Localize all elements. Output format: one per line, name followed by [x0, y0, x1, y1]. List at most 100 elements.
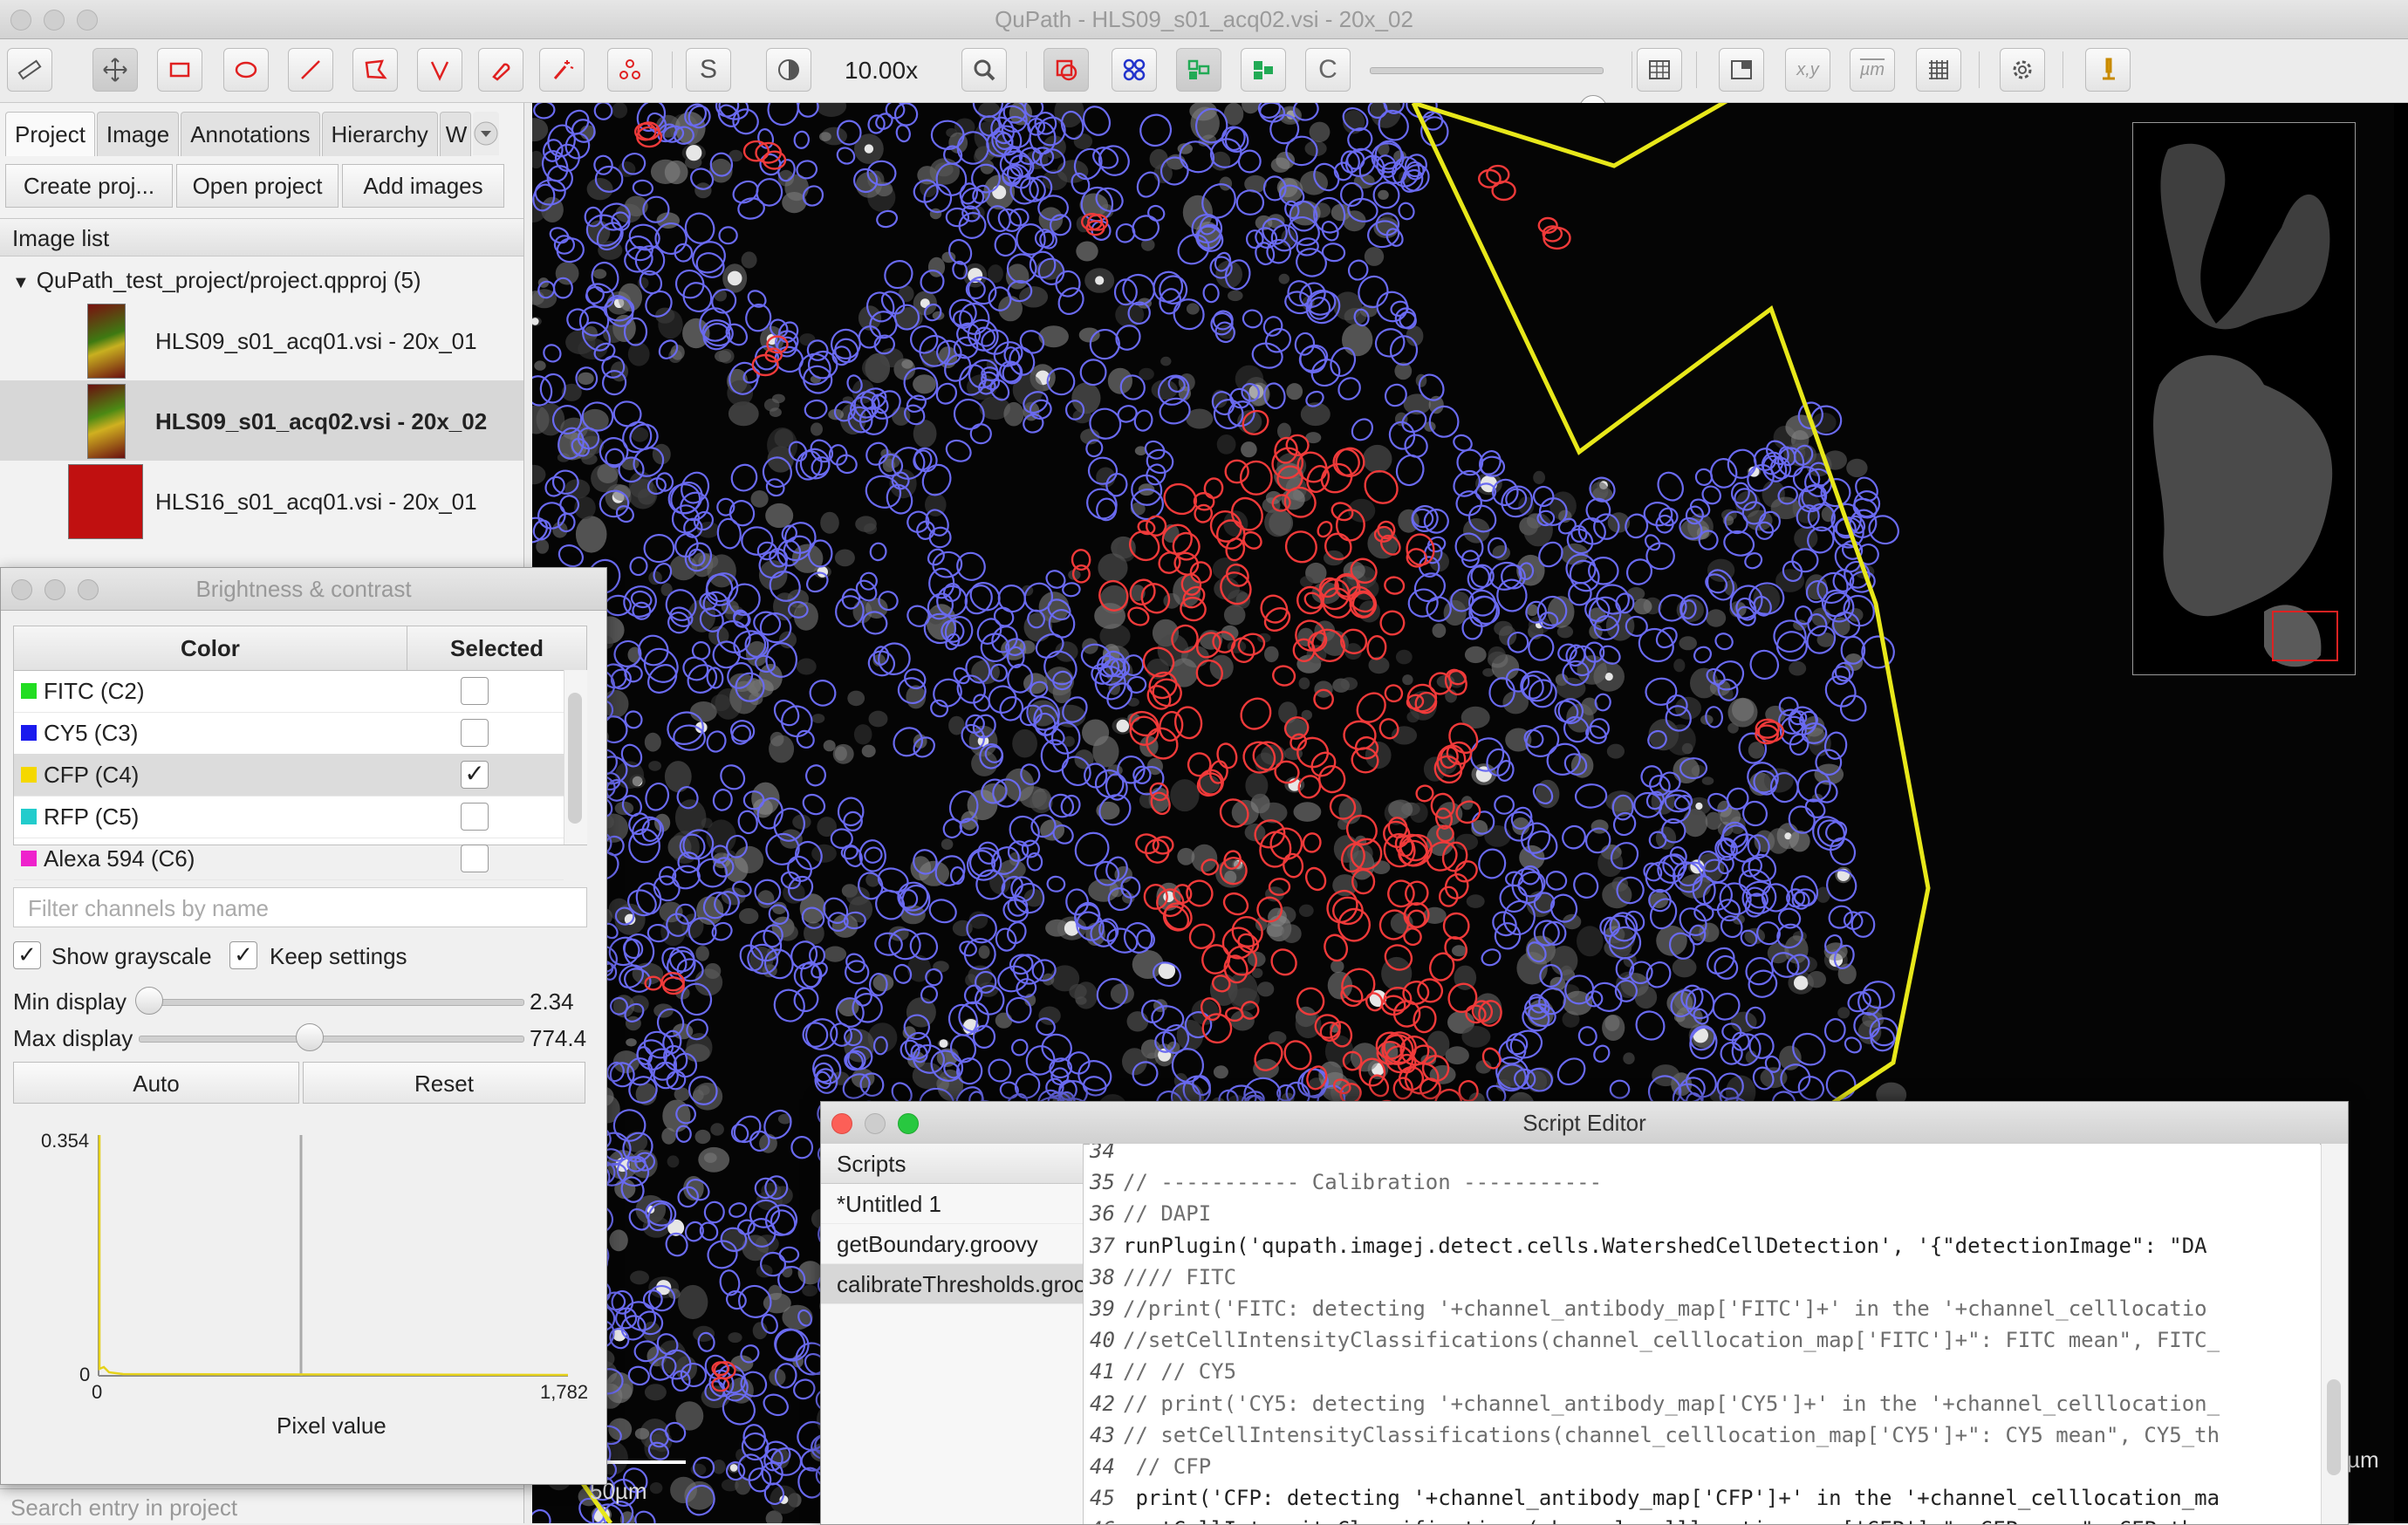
- column-color[interactable]: Color: [14, 626, 407, 671]
- move-tool-button[interactable]: [92, 48, 138, 92]
- channel-selected-checkbox[interactable]: [461, 803, 489, 831]
- measure-tool-button[interactable]: [7, 48, 52, 92]
- code-line: 46 setCellIntensityClassifications(chann…: [1090, 1515, 2220, 1524]
- polyline-tool-button[interactable]: [417, 48, 462, 92]
- line-text: // DAPI: [1123, 1201, 1212, 1227]
- table-icon: [1649, 60, 1670, 79]
- reset-button[interactable]: Reset: [303, 1062, 585, 1104]
- keep-settings-checkbox[interactable]: ✓: [229, 941, 257, 969]
- channel-table-scrollbar[interactable]: [564, 670, 587, 845]
- channel-row[interactable]: Alexa 594 (C6): [14, 838, 564, 880]
- keep-settings-label: Keep settings: [270, 943, 407, 969]
- zoom-window-button[interactable]: [78, 579, 99, 600]
- project-node[interactable]: ▼ QuPath_test_project/project.qpproj (5): [12, 267, 421, 294]
- open-project-button[interactable]: Open project: [176, 164, 339, 208]
- points-tool-button[interactable]: [607, 48, 653, 92]
- show-connections-button[interactable]: C: [1305, 48, 1351, 92]
- image-thumbnail: [87, 304, 126, 379]
- overview-button[interactable]: [1719, 48, 1764, 92]
- line-number: 42: [1090, 1391, 1115, 1416]
- scalebar-button[interactable]: µm: [1850, 48, 1895, 92]
- opacity-slider[interactable]: [1370, 67, 1604, 74]
- selection-mode-button[interactable]: S: [686, 48, 731, 92]
- show-grayscale-label: Show grayscale: [51, 943, 212, 969]
- line-number: 38: [1090, 1264, 1115, 1289]
- channel-row[interactable]: CFP (C4) ✓: [14, 754, 564, 797]
- tab-hierarchy[interactable]: Hierarchy: [321, 112, 438, 156]
- wand-tool-button[interactable]: [539, 48, 585, 92]
- close-window-button[interactable]: [10, 10, 31, 31]
- minimize-window-button[interactable]: [44, 10, 65, 31]
- image-list-item[interactable]: HLS16_s01_acq01.vsi - 20x_01: [0, 461, 523, 541]
- ellipse-tool-button[interactable]: [223, 48, 269, 92]
- preferences-button[interactable]: [2000, 48, 2045, 92]
- brush-tool-button[interactable]: [478, 48, 523, 92]
- script-item-get-boundary[interactable]: getBoundary.groovy: [821, 1224, 1083, 1264]
- grid-button[interactable]: [1916, 48, 1961, 92]
- line-tool-button[interactable]: [288, 48, 333, 92]
- fill-detections-button[interactable]: [1241, 48, 1286, 92]
- max-display-slider[interactable]: [139, 1036, 524, 1043]
- code-scrollbar[interactable]: [2321, 1144, 2348, 1524]
- zoom-window-button[interactable]: [77, 10, 98, 31]
- min-display-slider[interactable]: [139, 999, 524, 1006]
- tab-workflow[interactable]: W: [439, 112, 471, 156]
- log-viewer-button[interactable]: [2085, 48, 2131, 92]
- channel-color-swatch: [21, 767, 37, 783]
- tree-expand-icon[interactable]: ▼: [12, 273, 30, 292]
- close-window-button[interactable]: [831, 1113, 852, 1134]
- brightness-window-title: Brightness & contrast: [195, 576, 412, 602]
- channel-selected-checkbox[interactable]: ✓: [461, 761, 489, 789]
- code-editor[interactable]: 34 35 // ----------- Calibration ---------…: [1090, 1144, 2320, 1524]
- rectangle-tool-button[interactable]: [157, 48, 202, 92]
- zoom-window-button[interactable]: [898, 1113, 919, 1134]
- code-line: 36 // DAPI: [1090, 1200, 1211, 1228]
- brightness-contrast-button[interactable]: [766, 48, 811, 92]
- channel-row[interactable]: CY5 (C3): [14, 712, 564, 755]
- add-images-button[interactable]: Add images: [342, 164, 504, 208]
- zoom-to-fit-button[interactable]: [961, 48, 1007, 92]
- project-search-field[interactable]: Search entry in project: [0, 1488, 523, 1524]
- annotation-boundary[interactable]: [1411, 103, 1931, 1310]
- tab-overflow-button[interactable]: [472, 112, 499, 155]
- tab-image[interactable]: Image: [96, 112, 180, 156]
- min-display-thumb[interactable]: [135, 987, 163, 1015]
- line-number: 43: [1090, 1422, 1115, 1447]
- points-icon: [619, 59, 640, 79]
- max-display-thumb[interactable]: [296, 1023, 324, 1051]
- polygon-tool-button[interactable]: [352, 48, 398, 92]
- tma-grid-icon: [1123, 58, 1146, 81]
- line-icon: [301, 60, 320, 79]
- close-window-button[interactable]: [11, 579, 32, 600]
- show-annotations-button[interactable]: [1043, 48, 1089, 92]
- max-display-label: Max display: [13, 1025, 133, 1051]
- tab-annotations[interactable]: Annotations: [181, 112, 320, 156]
- channel-filter-input[interactable]: Filter channels by name: [13, 887, 587, 927]
- channel-selected-checkbox[interactable]: [461, 845, 489, 872]
- channel-row[interactable]: RFP (C5): [14, 796, 564, 838]
- channel-row[interactable]: FITC (C2): [14, 670, 564, 713]
- measurement-table-button[interactable]: [1637, 48, 1682, 92]
- image-list-item[interactable]: HLS09_s01_acq01.vsi - 20x_01: [0, 300, 523, 380]
- histogram-ymax: 0.354: [41, 1130, 90, 1152]
- show-grayscale-checkbox[interactable]: ✓: [13, 941, 41, 969]
- line-text: print('CFP: detecting '+channel_antibody…: [1123, 1486, 2220, 1511]
- image-list-item-selected[interactable]: HLS09_s01_acq02.vsi - 20x_02: [0, 380, 523, 461]
- show-detections-button[interactable]: [1176, 48, 1221, 92]
- create-project-button[interactable]: Create proj...: [5, 164, 173, 208]
- channel-selected-checkbox[interactable]: [461, 719, 489, 747]
- image-list-header: Image list: [0, 218, 523, 256]
- code-line: 35 // ----------- Calibration -----------: [1090, 1168, 1602, 1196]
- minimize-window-button[interactable]: [44, 579, 65, 600]
- auto-button[interactable]: Auto: [13, 1062, 299, 1104]
- show-tma-grid-button[interactable]: [1112, 48, 1157, 92]
- column-selected[interactable]: Selected: [407, 626, 586, 671]
- minimize-window-button[interactable]: [865, 1113, 886, 1134]
- tab-project[interactable]: Project: [5, 112, 95, 156]
- script-item-untitled[interactable]: *Untitled 1: [821, 1184, 1083, 1224]
- channel-selected-checkbox[interactable]: [461, 677, 489, 705]
- show-cursor-location-button[interactable]: x,y: [1785, 48, 1830, 92]
- overview-thumbnail[interactable]: [2132, 122, 2356, 675]
- script-item-calibrate-thresholds[interactable]: calibrateThresholds.groo: [821, 1264, 1083, 1304]
- code-line: 38 //// FITC: [1090, 1263, 1236, 1291]
